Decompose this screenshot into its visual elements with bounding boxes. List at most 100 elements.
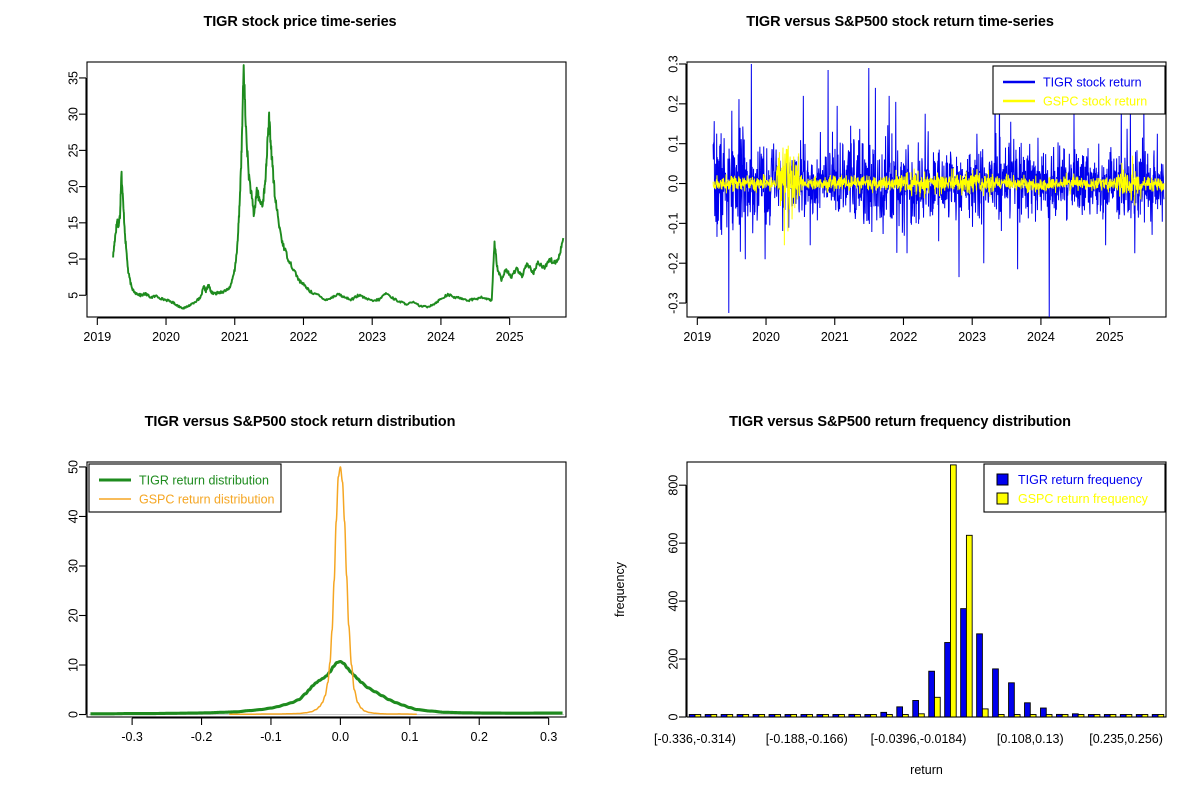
y-tick-label: 0.0	[666, 175, 680, 192]
legend-return-distribution: TIGR return distribution GSPC return dist…	[88, 463, 282, 513]
panel-title-return-timeseries: TIGR versus S&P500 stock return time-ser…	[746, 14, 1054, 30]
bar-tigr-12	[880, 711, 888, 718]
series-density-gspc	[229, 466, 417, 716]
panel-tigr-price-timeseries: TIGR stock price time-series 5 10 15 20 25 30…	[0, 0, 600, 400]
x-axis: [-0.336,-0.314) [-0.188,-0.166) [-0.0396,-…	[654, 732, 1163, 746]
series-density-tigr	[90, 659, 564, 716]
bar-tigr-22	[1040, 707, 1047, 718]
x-tick-label-1: [-0.188,-0.166)	[766, 732, 848, 746]
y-tick-label: 30	[66, 559, 80, 573]
panel-return-frequency: TIGR versus S&P500 return frequency dist…	[600, 400, 1200, 800]
legend-swatch-1	[996, 492, 1009, 505]
y-tick-label: 20	[66, 180, 80, 194]
plot-return-distribution: 0 10 20 30 40 50 -0.3 -0.2 -0.1 0.0 0.1 0.2 0.3 TIGR …	[66, 460, 567, 744]
y-axis-title: frequency	[613, 561, 627, 617]
x-tick-label: 2020	[752, 330, 780, 344]
panel-tigr-gspc-return-timeseries: TIGR versus S&P500 stock return time-ser…	[600, 0, 1200, 400]
legend-box	[992, 65, 1166, 115]
x-tick-label: 2024	[1027, 330, 1055, 344]
panel-title-return-frequency: TIGR versus S&P500 return frequency dist…	[729, 414, 1071, 430]
y-tick-label: 20	[66, 608, 80, 622]
x-tick-label: 2022	[290, 330, 318, 344]
y-tick-label: 0	[666, 713, 680, 720]
x-tick-label: 2021	[821, 330, 849, 344]
x-tick-label-3: [0.108,0.13)	[997, 732, 1064, 746]
bar-tigr-16	[944, 642, 951, 718]
bar-gspc-16	[950, 464, 957, 718]
y-tick-label: 800	[666, 475, 680, 496]
y-tick-label: 35	[66, 71, 80, 85]
y-tick-label: 5	[66, 292, 80, 299]
legend-return-frequency: TIGR return frequency GSPC return frequen…	[983, 463, 1166, 513]
series-line-gspc-return	[712, 145, 1165, 246]
legend-label-0: TIGR stock return	[1043, 76, 1142, 90]
y-tick-label: 600	[666, 533, 680, 554]
y-tick-label: 200	[666, 649, 680, 670]
panel-title-tigr-price: TIGR stock price time-series	[203, 14, 397, 30]
plot-return-timeseries: -0.3 -0.2 -0.1 0.0 0.1 0.2 0.3 2019 2020 2021 2022…	[666, 55, 1167, 344]
bar-tigr-13	[896, 706, 903, 718]
y-tick-label: -0.3	[666, 292, 680, 314]
bar-tigr-17	[960, 608, 967, 718]
bar-tigr-14	[912, 700, 919, 718]
y-tick-label: -0.2	[666, 252, 680, 274]
x-tick-label: 2019	[83, 330, 111, 344]
y-tick-label: 0.3	[666, 55, 680, 72]
y-tick-label: 0.2	[666, 95, 680, 112]
x-tick-label: 2025	[1096, 330, 1124, 344]
bar-gspc-17	[965, 534, 973, 718]
legend-swatch-0	[996, 473, 1009, 486]
bar-gspc-15	[934, 696, 941, 718]
x-tick-label: 0.1	[401, 730, 418, 744]
plot-box	[86, 461, 567, 718]
x-tick-label: 2020	[152, 330, 180, 344]
x-tick-label-2: [-0.0396,-0.0184)	[871, 732, 967, 746]
legend-label-1: GSPC stock return	[1043, 95, 1147, 109]
x-tick-label: 2022	[890, 330, 918, 344]
legend-box	[88, 463, 282, 513]
bar-tigr-15	[928, 670, 935, 718]
legend-label-1: GSPC return frequency	[1018, 492, 1149, 506]
x-tick-label: 2021	[221, 330, 249, 344]
y-tick-label: 25	[66, 143, 80, 157]
legend-label-1: GSPC return distribution	[139, 493, 275, 507]
bar-tigr-21	[1024, 702, 1031, 718]
y-tick-label: 400	[666, 591, 680, 612]
x-axis: 2019 2020 2021 2022 2023 2024 2025	[683, 317, 1124, 344]
x-tick-label-4: [0.235,0.256)	[1089, 732, 1163, 746]
x-axis: -0.3 -0.2 -0.1 0.0 0.1 0.2 0.3	[121, 717, 557, 744]
x-tick-label: 2019	[683, 330, 711, 344]
panel-title-return-distribution: TIGR versus S&P500 stock return distribu…	[144, 414, 456, 430]
x-axis: 2019 2020 2021 2022 2023 2024 2025	[83, 317, 524, 344]
x-tick-label: -0.1	[260, 730, 282, 744]
x-tick-label: -0.3	[121, 730, 143, 744]
y-axis: -0.3 -0.2 -0.1 0.0 0.1 0.2 0.3	[666, 55, 687, 314]
y-tick-label: 0	[66, 711, 80, 718]
bar-tigr-20	[1008, 682, 1015, 718]
legend-label-0: TIGR return distribution	[139, 474, 269, 488]
x-tick-label: 0.2	[471, 730, 488, 744]
x-axis-title: return	[910, 763, 943, 777]
bar-tigr-19	[992, 668, 999, 718]
legend-label-0: TIGR return frequency	[1018, 473, 1143, 487]
series-group	[712, 63, 1165, 317]
y-axis: 0 200 400 600 800	[666, 475, 687, 720]
legend-box	[983, 463, 1166, 513]
y-tick-label: 10	[66, 252, 80, 266]
x-tick-label: -0.2	[191, 730, 213, 744]
y-tick-label: 30	[66, 107, 80, 121]
x-tick-label: 0.3	[540, 730, 557, 744]
y-axis: 0 10 20 30 40 50	[66, 460, 87, 718]
x-tick-label: 2023	[358, 330, 386, 344]
plot-box	[86, 61, 567, 318]
plot-return-frequency: 0 200 400 600 800 frequency [-0.336,-0.314) [-0…	[613, 461, 1167, 777]
y-tick-label: 50	[66, 460, 80, 474]
y-tick-label: 10	[66, 658, 80, 672]
legend-return-timeseries: TIGR stock return GSPC stock return	[992, 65, 1166, 115]
x-tick-label: 2024	[427, 330, 455, 344]
bar-gspc-18	[981, 708, 989, 718]
bar-tigr-18	[976, 633, 983, 718]
y-tick-label: 15	[66, 216, 80, 230]
